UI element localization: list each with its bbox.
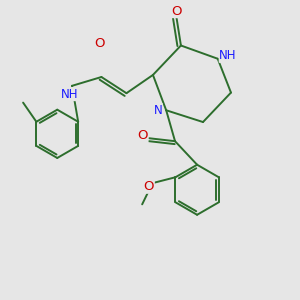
Text: NH: NH	[61, 88, 78, 100]
Text: NH: NH	[219, 49, 237, 62]
Text: O: O	[137, 129, 148, 142]
Text: O: O	[144, 180, 154, 193]
Text: O: O	[171, 4, 182, 18]
Text: N: N	[154, 104, 162, 117]
Text: O: O	[94, 37, 104, 50]
